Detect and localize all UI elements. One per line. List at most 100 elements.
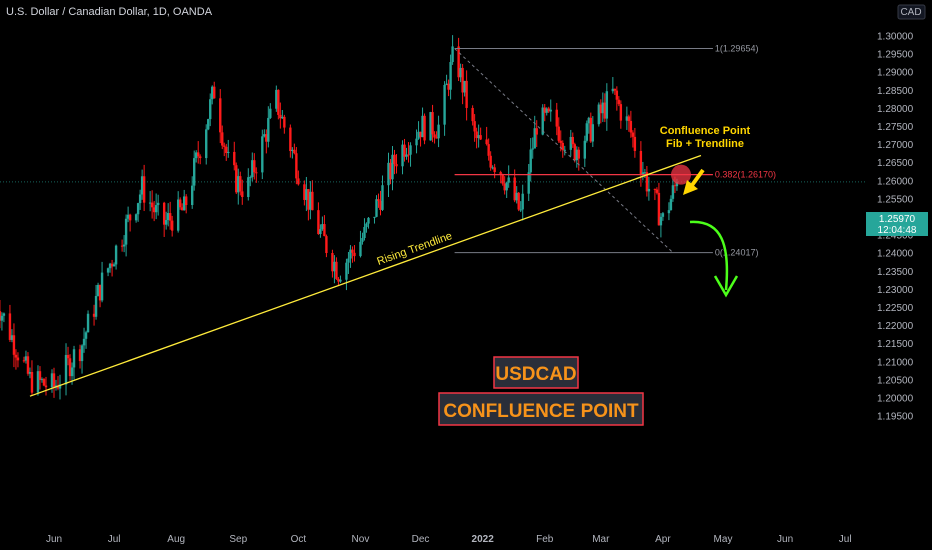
candle-body	[477, 135, 480, 139]
candle-body	[156, 202, 160, 206]
candle-body	[24, 356, 28, 361]
candle-body	[463, 80, 466, 93]
candle-body	[50, 373, 54, 388]
candle-body	[547, 108, 550, 112]
candle-body	[106, 268, 110, 273]
candle-body	[591, 124, 595, 142]
candle-body	[122, 244, 126, 247]
y-tick-label: 1.29000	[877, 68, 914, 79]
candle-body	[351, 249, 354, 253]
candle-body	[184, 196, 188, 206]
candle-body	[182, 196, 186, 211]
candle-body	[255, 172, 258, 174]
candle-body	[56, 385, 60, 389]
candle-body	[297, 178, 300, 185]
candle-body	[487, 144, 490, 156]
candle-body	[178, 199, 182, 208]
candle-body	[387, 162, 390, 186]
fib-level-label: 0(1.24017)	[715, 248, 759, 258]
candle-body	[671, 185, 675, 199]
confluence-label-line1: Confluence Point	[660, 125, 751, 137]
currency-badge[interactable]: CAD	[897, 4, 926, 20]
candle-body	[30, 371, 34, 393]
candle-body	[239, 176, 242, 192]
candle-body	[197, 152, 200, 157]
candle-body	[577, 149, 580, 159]
candle-body	[28, 371, 32, 374]
candle-body	[615, 90, 619, 100]
candle-body	[335, 261, 338, 279]
candle-body	[633, 136, 637, 151]
candle-body	[148, 202, 152, 204]
y-tick-label: 1.24000	[877, 249, 914, 260]
candle-body	[138, 194, 142, 204]
candle-body	[479, 135, 482, 140]
candle-body	[435, 137, 438, 139]
candle-body	[64, 354, 68, 385]
candle-body	[461, 67, 464, 93]
x-tick-label: Feb	[536, 534, 554, 545]
x-tick-label: Aug	[167, 534, 185, 545]
y-tick-label: 1.26000	[877, 176, 914, 187]
candle-body	[283, 116, 286, 128]
candle-body	[489, 155, 492, 168]
candle-body	[529, 149, 532, 173]
candle-body	[205, 129, 208, 159]
candle-body	[295, 153, 298, 179]
candle-body	[405, 154, 408, 157]
candle-body	[559, 140, 562, 143]
x-tick-label: Jul	[839, 534, 852, 545]
candle-body	[213, 86, 216, 99]
candle-body	[361, 237, 364, 242]
candle-body	[575, 149, 578, 161]
x-tick-label: Apr	[655, 534, 671, 545]
y-tick-label: 1.21500	[877, 339, 914, 350]
candle-body	[199, 156, 202, 159]
candle-body	[569, 136, 572, 150]
fib-retracement[interactable]: 1(1.29654) 0.382(1.26170) 0(1.24017)	[454, 44, 776, 258]
candle-body	[599, 104, 603, 114]
candle-body	[209, 99, 212, 120]
candle-body	[112, 264, 116, 267]
candle-body	[249, 177, 252, 179]
candle-body	[253, 160, 256, 173]
x-tick-label: Sep	[229, 534, 247, 545]
candle-body	[661, 213, 665, 217]
candle-body	[84, 332, 88, 339]
candle-body	[563, 149, 566, 151]
candle-body	[251, 160, 254, 178]
projection-arrow-head-icon	[713, 275, 739, 298]
candle-body	[423, 115, 426, 141]
candle-body	[625, 116, 629, 121]
candle-body	[535, 128, 538, 135]
candle-body	[493, 167, 496, 173]
candle-body	[639, 150, 643, 176]
candle-body	[170, 220, 174, 231]
candle-body	[134, 214, 138, 221]
candle-body	[611, 88, 615, 92]
candle-body	[519, 209, 522, 211]
candle-body	[647, 188, 651, 192]
candle-body	[275, 89, 278, 109]
candle-body	[128, 214, 132, 221]
candle-body	[393, 154, 396, 165]
candle-body	[415, 138, 418, 146]
candles-group	[0, 35, 679, 400]
candle-body	[445, 83, 448, 85]
candle-body	[108, 263, 112, 269]
candle-body	[597, 104, 601, 125]
y-tick-label: 1.29500	[877, 50, 914, 61]
x-tick-label: Jun	[777, 534, 793, 545]
candle-body	[605, 91, 609, 119]
candle-body	[465, 80, 468, 108]
candle-body	[417, 131, 420, 139]
time-axis[interactable]: Jun Jul Aug Sep Oct Nov Dec 2022 Feb Mar Apr May Jun…	[46, 534, 852, 545]
rising-trendline[interactable]	[29, 154, 702, 397]
candle-body	[349, 249, 352, 259]
candle-body	[281, 116, 284, 119]
symbol-box: USDCAD	[493, 356, 579, 389]
candle-body	[227, 151, 230, 153]
candle-body	[657, 192, 661, 226]
candle-body	[655, 189, 659, 193]
